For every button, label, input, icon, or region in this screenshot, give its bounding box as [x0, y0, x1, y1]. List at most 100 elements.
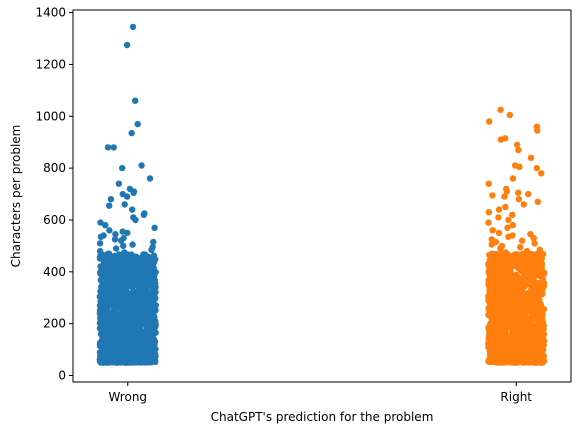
- y-tick-label: 1000: [35, 109, 66, 123]
- wrong-point: [102, 257, 110, 265]
- wrong-point: [118, 340, 125, 347]
- right-point: [540, 306, 548, 313]
- wrong-point: [132, 350, 139, 358]
- wrong-point: [148, 246, 155, 253]
- right-point: [485, 180, 492, 187]
- wrong-point: [138, 337, 145, 345]
- right-point: [485, 281, 492, 288]
- wrong-point: [151, 224, 158, 231]
- right-point: [531, 278, 538, 285]
- wrong-point: [106, 227, 113, 234]
- wrong-point: [132, 259, 140, 266]
- right-point: [529, 342, 536, 350]
- x-tick-label: Wrong: [108, 390, 147, 404]
- wrong-point: [132, 316, 139, 324]
- wrong-point: [125, 273, 133, 281]
- right-point: [538, 313, 545, 321]
- right-point: [486, 118, 493, 125]
- y-axis-label: Characters per problem: [9, 125, 23, 268]
- wrong-point: [152, 288, 159, 296]
- wrong-point: [97, 219, 104, 226]
- wrong-point: [147, 290, 154, 297]
- right-point: [523, 323, 530, 331]
- right-point: [515, 189, 522, 196]
- wrong-point: [119, 164, 126, 172]
- y-tick-label: 0: [58, 369, 66, 383]
- right-point: [487, 349, 494, 357]
- right-point: [497, 106, 504, 114]
- wrong-point: [117, 237, 125, 244]
- right-point: [536, 246, 543, 253]
- wrong-point: [120, 242, 127, 250]
- wrong-point: [96, 247, 104, 255]
- wrong-point: [134, 308, 141, 315]
- right-point: [494, 355, 501, 362]
- right-point: [505, 233, 512, 240]
- right-point: [518, 237, 526, 244]
- right-point: [489, 192, 496, 199]
- wrong-point: [132, 275, 139, 282]
- wrong-point: [131, 294, 139, 301]
- wrong-point: [113, 245, 120, 252]
- wrong-point: [124, 229, 131, 237]
- right-point: [514, 273, 522, 281]
- right-point: [521, 260, 528, 268]
- right-point: [503, 188, 510, 195]
- right-point: [495, 346, 502, 354]
- wrong-point: [123, 325, 130, 333]
- wrong-point: [97, 255, 104, 262]
- right-point: [485, 209, 493, 216]
- wrong-point: [151, 294, 159, 301]
- right-point: [504, 358, 512, 366]
- right-point: [505, 216, 512, 224]
- right-point: [515, 146, 522, 154]
- right-point: [538, 260, 545, 268]
- wrong-point: [104, 273, 111, 281]
- right-point: [491, 286, 498, 293]
- wrong-point: [138, 358, 146, 366]
- wrong-point: [104, 144, 112, 151]
- wrong-point: [121, 249, 128, 256]
- wrong-point: [126, 290, 133, 297]
- right-point: [509, 211, 516, 218]
- right-point: [511, 324, 519, 332]
- wrong-point: [111, 236, 119, 243]
- wrong-point: [145, 311, 153, 318]
- right-point: [534, 198, 541, 205]
- right-point: [530, 287, 537, 295]
- right-point: [531, 356, 538, 363]
- right-point: [515, 196, 523, 203]
- right-point: [487, 264, 494, 272]
- wrong-point: [136, 326, 143, 333]
- right-point: [516, 294, 524, 301]
- right-point: [485, 219, 492, 226]
- right-point: [510, 359, 517, 366]
- wrong-point: [134, 120, 141, 128]
- right-point: [509, 222, 516, 229]
- wrong-point: [150, 331, 157, 338]
- right-point: [502, 288, 509, 295]
- wrong-point: [112, 231, 119, 238]
- right-point: [523, 247, 531, 255]
- right-point: [513, 141, 521, 148]
- wrong-point: [150, 238, 157, 246]
- wrong-point: [140, 211, 147, 218]
- wrong-point: [142, 273, 150, 280]
- right-point: [517, 244, 524, 251]
- wrong-point: [131, 359, 139, 366]
- right-point: [515, 344, 523, 351]
- right-point: [539, 285, 546, 293]
- right-point: [485, 297, 492, 304]
- wrong-point: [99, 305, 106, 312]
- right-point: [514, 257, 521, 265]
- wrong-point: [150, 314, 157, 321]
- wrong-point: [106, 322, 113, 329]
- right-point: [491, 251, 498, 258]
- right-point: [539, 290, 546, 298]
- wrong-point: [96, 240, 104, 247]
- right-point: [520, 201, 527, 208]
- right-point: [487, 291, 494, 298]
- right-point: [506, 111, 513, 119]
- wrong-point: [110, 144, 117, 151]
- right-point: [495, 229, 503, 237]
